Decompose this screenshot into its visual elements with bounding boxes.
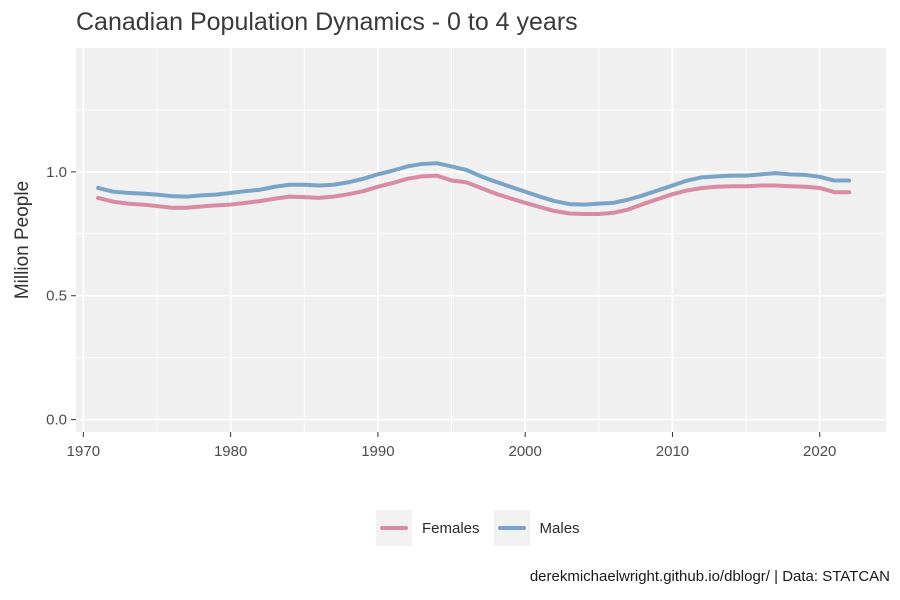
chart-title: Canadian Population Dynamics - 0 to 4 ye… [76, 8, 578, 36]
series-line-females [96, 173, 852, 216]
y-tick-label: 0.0 [46, 412, 67, 429]
series-lines [96, 161, 852, 216]
legend-swatch-females [380, 526, 408, 530]
axis-ticks [71, 171, 821, 437]
x-tick-label: 2010 [656, 443, 689, 460]
x-tick-label: 2000 [508, 443, 541, 460]
legend-swatch-males [497, 526, 526, 530]
minor-gridlines [76, 48, 886, 432]
x-tick-label: 1970 [67, 443, 100, 460]
y-tick-label: 1.0 [46, 164, 67, 181]
x-tick-label: 2020 [803, 443, 836, 460]
legend-label-females: Females [422, 519, 480, 537]
legend-item-females: Females [376, 510, 494, 546]
y-axis-label: Million People [12, 181, 33, 299]
legend-key-males [493, 510, 530, 546]
chart-caption: derekmichaelwright.github.io/dblogr/ | D… [529, 568, 890, 585]
tick-labels: 1970 1980 1990 2000 2010 2020 0.0 0.5 1.0 [46, 164, 836, 460]
y-tick-label: 0.5 [46, 288, 67, 305]
legend-item-males: Males [493, 510, 594, 546]
legend-key-females [376, 510, 412, 546]
x-tick-label: 1980 [214, 443, 247, 460]
series-line-males [96, 161, 852, 207]
plot-panel [76, 48, 886, 432]
x-tick-label: 1990 [361, 443, 394, 460]
major-gridlines [76, 48, 886, 432]
legend-label-males: Males [539, 519, 580, 537]
legend: Females Males [376, 510, 594, 546]
